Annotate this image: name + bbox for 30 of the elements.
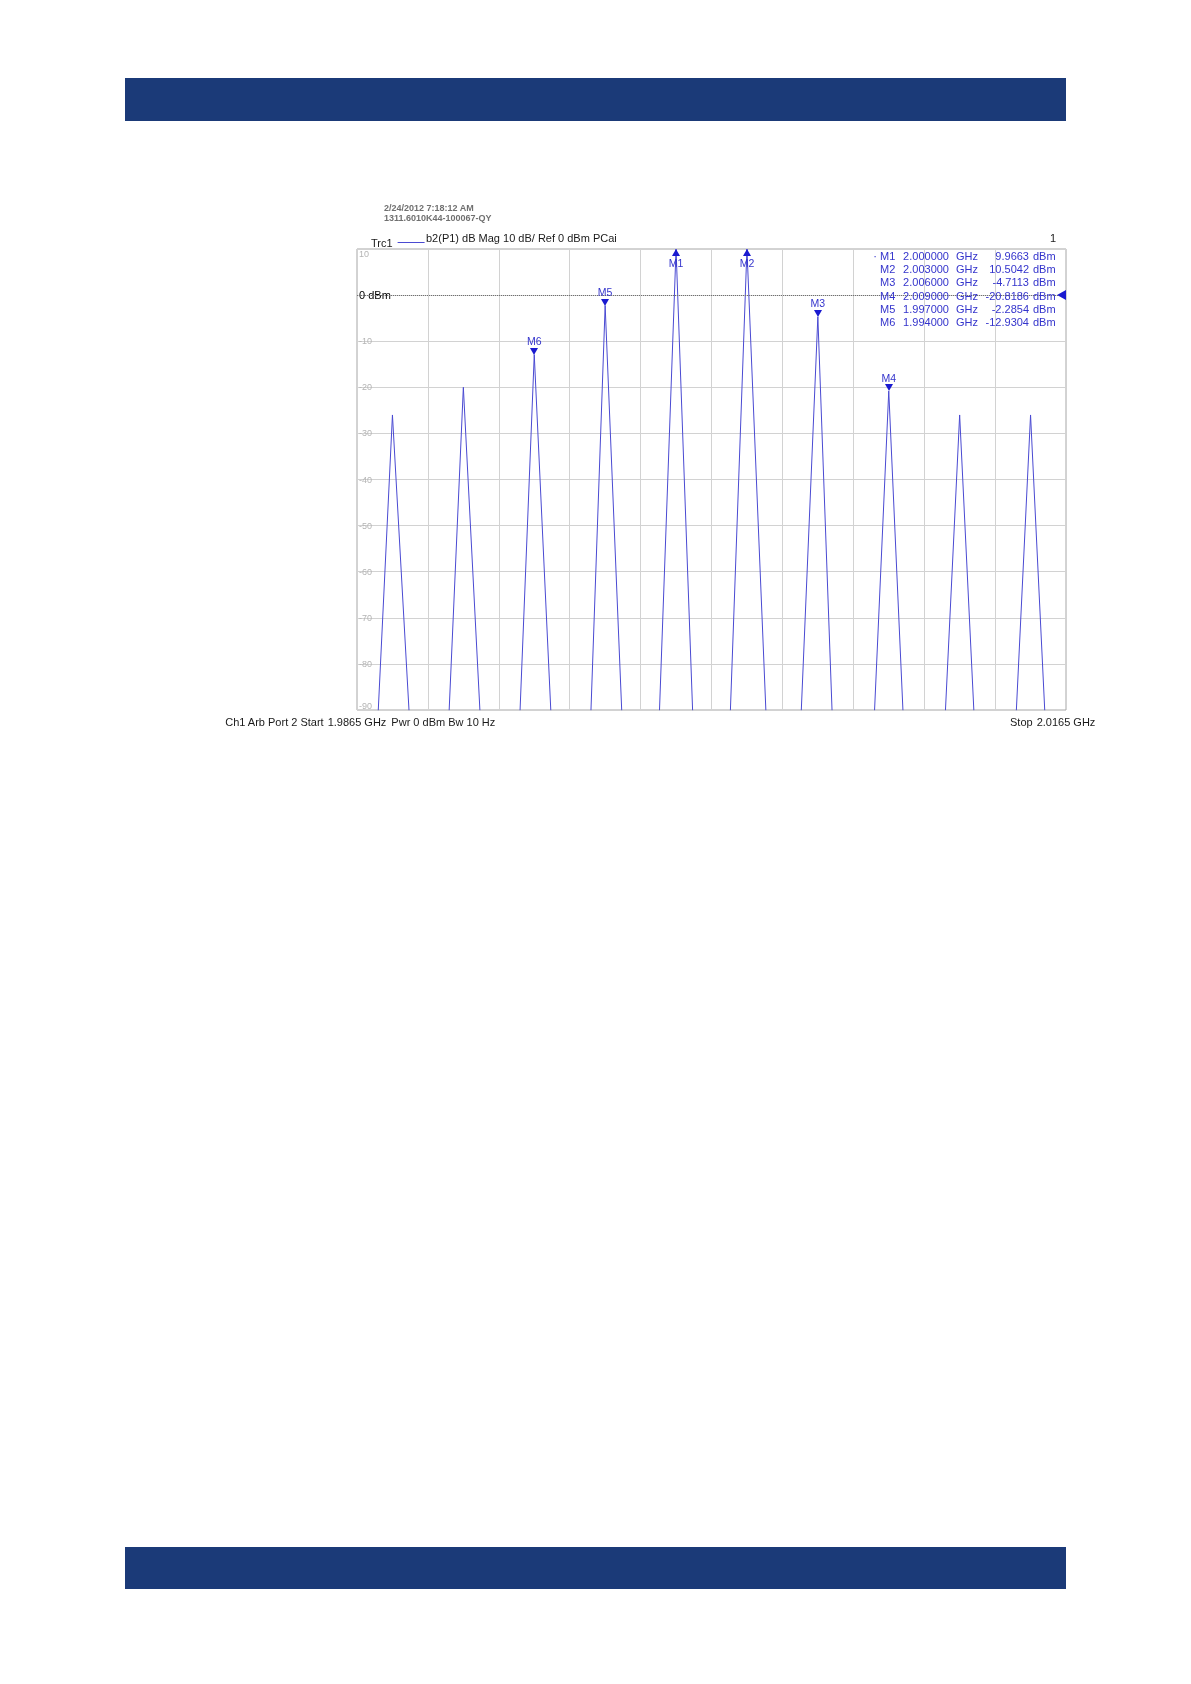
annotation: M6 1.994000 GHz -12.9304 dBm [880,316,1056,328]
text: · M1 2.000000 GHz 9.9663 dBm [873,250,1056,262]
annotation: M6 [526,335,542,348]
text: Pwr 0 dBm Bw 10 Hz [391,716,496,728]
text: M5 1.997000 GHz -2.2854 dBm [880,302,1056,315]
text: b2(P1) dB Mag 10 dB/ Ref 0 dBm PCai [426,232,617,244]
text: 1 [1049,232,1056,244]
annotation: M4 [881,371,897,384]
text: 2/24/2012 7:18:12 AM [384,203,474,213]
annotation: M5 [597,286,613,299]
text: Stop [1010,716,1033,728]
y-tick-label: -80 [359,658,373,669]
x-tick-label: 2.0165 GHz [1036,715,1096,728]
y-tick-label: -50 [359,520,373,531]
annotation: M4 2.009000 GHz -20.8186 dBm [880,289,1056,302]
y-tick-label: -40 [359,474,373,485]
legend-label: Trc1 [371,236,393,249]
y-tick-label: -30 [359,428,373,439]
text: 1311.6010K44-100067-QY [384,212,492,223]
y-tick-label: -20 [359,382,373,393]
text: M3 2.006000 GHz -4.7113 dBm [880,276,1056,289]
annotation: M3 [810,297,826,310]
annotation: M2 2.003000 GHz 10.5042 dBm [880,263,1056,276]
x-tick-label: 1.9865 GHz [327,715,387,728]
text: Ch1 Arb Port 2 Start [225,716,324,728]
y-tick-label: 10 [359,248,370,259]
y-tick-label: -90 [359,700,373,711]
y-tick-label: -70 [359,612,373,623]
y-tick-label: -60 [359,566,373,577]
y-tick-label: -10 [359,336,373,347]
